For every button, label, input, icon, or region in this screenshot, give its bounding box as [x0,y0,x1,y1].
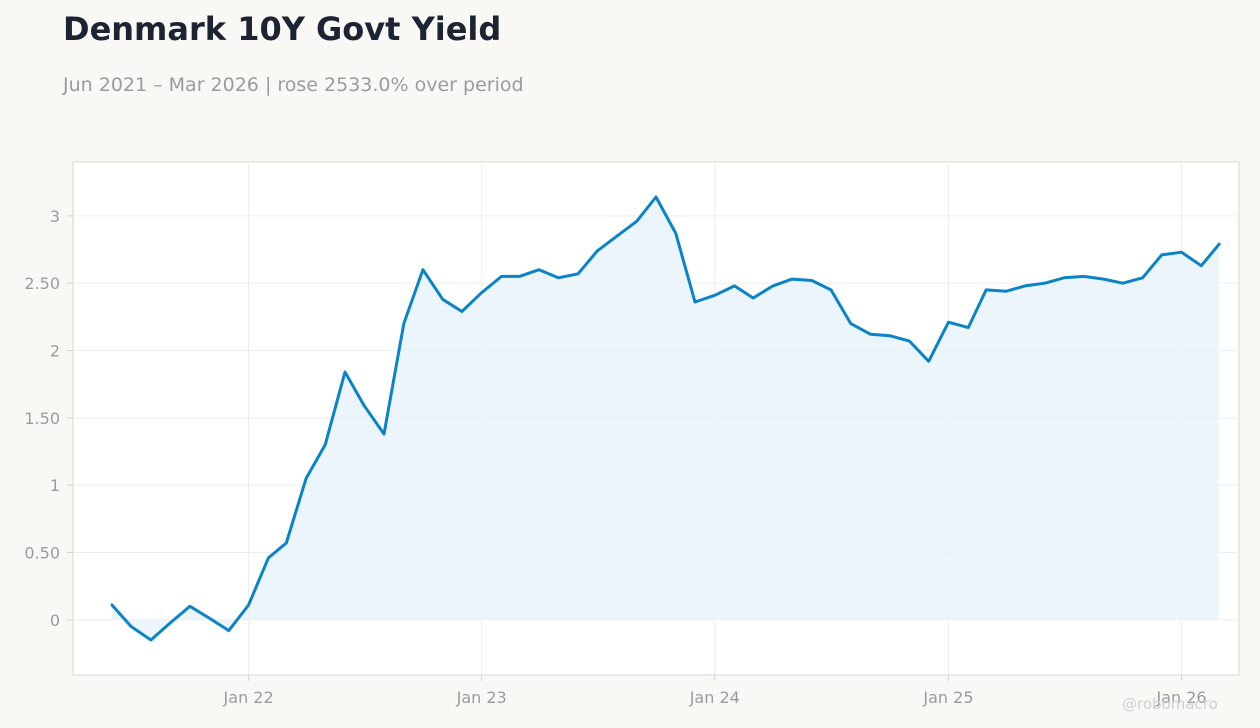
x-tick-label: Jan 24 [689,688,740,707]
y-tick-label: 3 [50,207,60,226]
x-tick-label: Jan 23 [456,688,507,707]
y-tick-label: 0.50 [24,543,60,562]
x-tick-label: Jan 25 [922,688,973,707]
chart-subtitle: Jun 2021 – Mar 2026 | rose 2533.0% over … [63,74,524,96]
y-axis-ticks: 0 0.50 1 1.50 2 2.50 3 [24,207,73,630]
series-line [110,195,1221,642]
y-tick-label: 0 [50,611,60,630]
chart-title: Denmark 10Y Govt Yield [63,10,502,48]
x-tick-label: Jan 22 [223,688,274,707]
area-fill [112,197,1220,640]
y-tick-label: 1 [50,476,60,495]
x-tick-label: Jan 26 [1155,688,1206,707]
y-tick-label: 1.50 [24,409,60,428]
y-tick-label: 2.50 [24,274,60,293]
x-axis-ticks: Jan 22 Jan 23 Jan 24 Jan 25 Jan 26 [223,675,1207,707]
watermark: @robomacro [1122,695,1218,713]
y-tick-label: 2 [50,342,60,361]
